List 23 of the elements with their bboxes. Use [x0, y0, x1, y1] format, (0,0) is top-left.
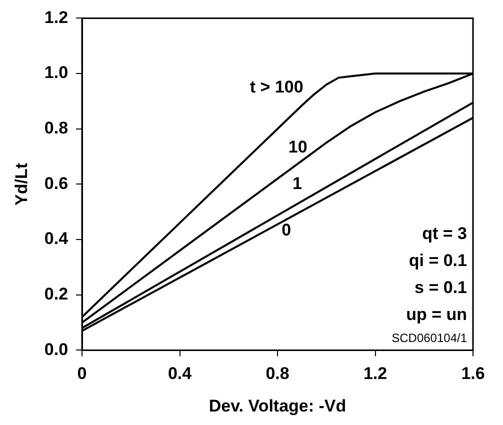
annotation: qi = 0.1 [408, 251, 467, 270]
y-tick-label: 1.2 [44, 8, 68, 27]
annotation: SCD060104/1 [392, 331, 468, 346]
series-label: 0 [282, 220, 292, 240]
x-tick-label: 1.6 [461, 364, 485, 384]
series-label: 1 [292, 174, 302, 194]
x-tick-label: 0.8 [266, 364, 290, 384]
y-axis-title: Yd/Lt [12, 162, 31, 206]
series-label: t > 100 [250, 78, 304, 97]
annotation: up = un [406, 305, 467, 324]
annotation: qt = 3 [422, 224, 467, 244]
y-tick-label: 0.2 [44, 284, 68, 304]
y-tick-label: 0.8 [44, 118, 68, 138]
y-tick-label: 0.4 [44, 229, 69, 248]
y-tick-label: 1.0 [44, 63, 68, 82]
x-tick-label: 1.2 [363, 364, 388, 384]
x-tick-label: 0 [77, 364, 87, 384]
x-tick-label: 0.4 [168, 364, 192, 384]
y-tick-label: 0.6 [44, 174, 68, 193]
y-tick-label: 0.0 [44, 340, 68, 359]
annotation: s = 0.1 [414, 278, 467, 298]
x-axis-title: Dev. Voltage: -Vd [208, 396, 346, 416]
series-label: 10 [288, 137, 308, 156]
